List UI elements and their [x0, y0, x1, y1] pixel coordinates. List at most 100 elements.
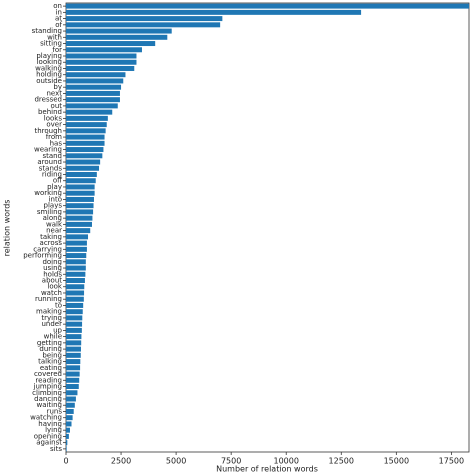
y-tick-label: having: [38, 420, 62, 428]
y-tick-label: behind: [38, 108, 62, 116]
y-tick-label: runs: [47, 407, 63, 415]
bar: [66, 259, 86, 265]
y-tick-label: into: [49, 195, 62, 203]
bar: [66, 365, 81, 371]
y-tick-label: plays: [44, 202, 63, 210]
bar: [66, 340, 82, 346]
y-tick-label: from: [46, 133, 62, 141]
bar: [66, 334, 82, 340]
y-tick-label: under: [41, 320, 62, 328]
bar: [66, 84, 122, 90]
y-tick-label: watching: [30, 414, 62, 422]
bar: [66, 209, 94, 215]
x-tick-label: 10000: [273, 457, 298, 466]
y-tick-label: stand: [42, 152, 62, 160]
bar: [66, 221, 92, 227]
y-tick-label: being: [42, 351, 62, 359]
y-tick-label: look: [47, 283, 63, 291]
y-tick-label: holds: [43, 270, 62, 278]
bar: [66, 421, 72, 427]
bar: [66, 321, 83, 327]
bar: [66, 377, 80, 383]
bar: [66, 72, 126, 78]
bar: [66, 90, 120, 96]
y-tick-label: out: [51, 102, 63, 110]
y-tick-label: during: [39, 345, 62, 353]
bar: [66, 190, 95, 196]
y-tick-label: doing: [42, 258, 62, 266]
plot-frame: [65, 2, 470, 453]
y-tick-label: at: [55, 15, 62, 23]
y-tick-label: has: [50, 139, 63, 147]
y-tick-label: wearing: [34, 146, 62, 154]
y-tick-label: looking: [37, 58, 62, 66]
y-tick-label: walking: [35, 64, 62, 72]
y-tick-label: climbing: [32, 389, 62, 397]
y-tick-label: across: [40, 239, 63, 247]
y-tick-label: near: [46, 227, 62, 235]
bar: [66, 215, 93, 221]
bar: [66, 128, 106, 134]
bar: [66, 16, 223, 22]
y-tick-label: covered: [34, 370, 62, 378]
y-tick-label: working: [34, 189, 62, 197]
y-tick-label: dressed: [34, 96, 62, 104]
bar: [66, 327, 82, 333]
bar: [66, 384, 79, 390]
bar: [66, 228, 91, 234]
bar: [66, 246, 87, 252]
bar: [66, 53, 137, 59]
x-tick-label: 5000: [166, 457, 186, 466]
bar: [66, 427, 70, 433]
y-tick-label: in: [56, 8, 62, 16]
x-tick-label: 7500: [221, 457, 241, 466]
bar: [66, 309, 83, 315]
bar: [66, 396, 76, 402]
bar: [66, 65, 135, 71]
bar: [66, 446, 67, 452]
bar: [66, 408, 74, 414]
bar: [66, 28, 172, 34]
y-tick-label: trying: [41, 314, 62, 322]
x-tick-label: 17500: [439, 457, 464, 466]
y-tick-label: walk: [46, 220, 63, 228]
y-tick-label: through: [34, 127, 62, 135]
y-tick-label: smiling: [37, 208, 62, 216]
y-tick-label: outside: [36, 77, 62, 85]
bar: [66, 302, 84, 308]
x-tick-label: 15000: [384, 457, 409, 466]
y-tick-label: running: [35, 295, 62, 303]
bar: [66, 346, 81, 352]
bar: [66, 271, 86, 277]
y-tick-label: off: [53, 177, 62, 185]
bar: [66, 203, 94, 209]
y-tick-label: with: [47, 33, 62, 41]
bar: [66, 352, 81, 358]
bar: [66, 171, 97, 177]
x-tick-label: 2500: [111, 457, 131, 466]
y-axis-label: relation words: [3, 200, 12, 257]
bar: [66, 109, 113, 115]
y-tick-label: eating: [40, 364, 62, 372]
bar: [66, 196, 94, 202]
y-tick-label: along: [43, 214, 62, 222]
y-tick-label: on: [53, 2, 62, 10]
y-tick-label: sits: [50, 445, 62, 453]
y-tick-label: waiting: [36, 401, 62, 409]
y-tick-label: dancing: [34, 395, 62, 403]
bar: [66, 9, 362, 15]
bar: [66, 359, 81, 365]
y-tick-label: reading: [35, 376, 62, 384]
y-tick-label: making: [36, 308, 62, 316]
y-tick-label: holding: [36, 71, 62, 79]
bar: [66, 178, 96, 184]
y-tick-label: opening: [34, 432, 62, 440]
y-tick-label: taking: [40, 233, 62, 241]
y-tick-label: against: [36, 439, 62, 447]
y-tick-label: to: [55, 301, 62, 309]
y-tick-label: stands: [39, 164, 63, 172]
bar: [66, 184, 95, 190]
bar: [66, 103, 118, 109]
y-tick-label: performing: [23, 252, 62, 260]
